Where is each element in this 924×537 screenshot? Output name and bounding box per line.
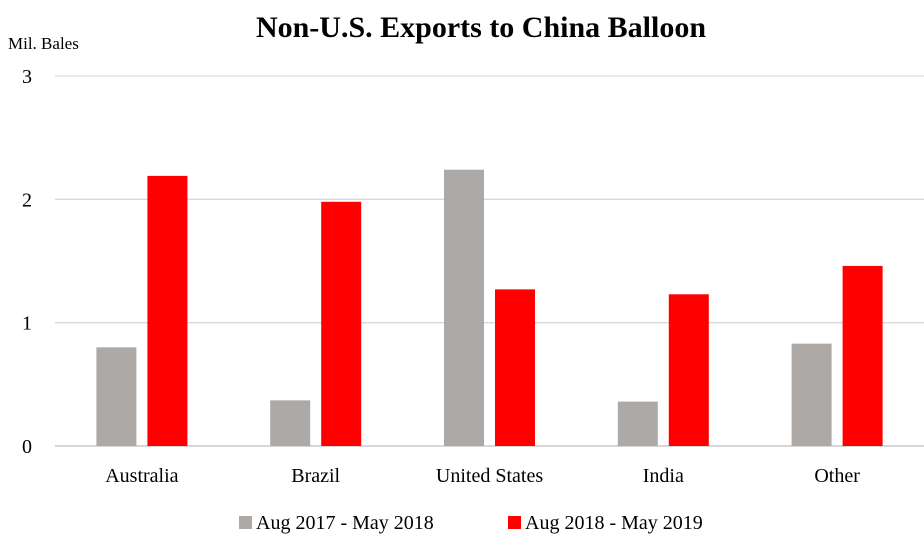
bar: [842, 265, 883, 446]
y-axis-ticks: 0 1 2 3: [22, 66, 32, 458]
chart-title: Non-U.S. Exports to China Balloon: [256, 11, 706, 44]
gridlines: [55, 75, 924, 447]
bar: [321, 201, 362, 446]
y-tick-label: 1: [22, 313, 32, 335]
y-axis-unit-label: Mil. Bales: [8, 34, 79, 53]
bar: [270, 400, 311, 446]
bar: [791, 343, 832, 446]
y-tick-label: 2: [22, 189, 32, 211]
bar: [617, 401, 658, 446]
bar: [444, 169, 484, 446]
legend-label: Aug 2018 - May 2019: [525, 512, 703, 534]
x-tick-label: Other: [814, 465, 860, 487]
bar: [668, 294, 709, 446]
x-tick-label: United States: [436, 465, 543, 487]
x-tick-label: Australia: [105, 465, 178, 487]
bars: [96, 169, 883, 446]
legend-swatch: [508, 516, 521, 529]
legend: Aug 2017 - May 2018 Aug 2018 - May 2019: [239, 512, 703, 534]
x-tick-label: India: [643, 465, 684, 487]
bar: [495, 289, 535, 446]
bar: [147, 175, 188, 446]
x-tick-label: Brazil: [291, 465, 340, 487]
bar: [96, 347, 137, 446]
y-tick-label: 0: [22, 436, 32, 458]
y-tick-label: 3: [22, 66, 32, 88]
legend-swatch: [239, 516, 252, 529]
legend-label: Aug 2017 - May 2018: [256, 512, 434, 534]
x-axis-ticks: Australia Brazil United States India Other: [105, 465, 860, 487]
